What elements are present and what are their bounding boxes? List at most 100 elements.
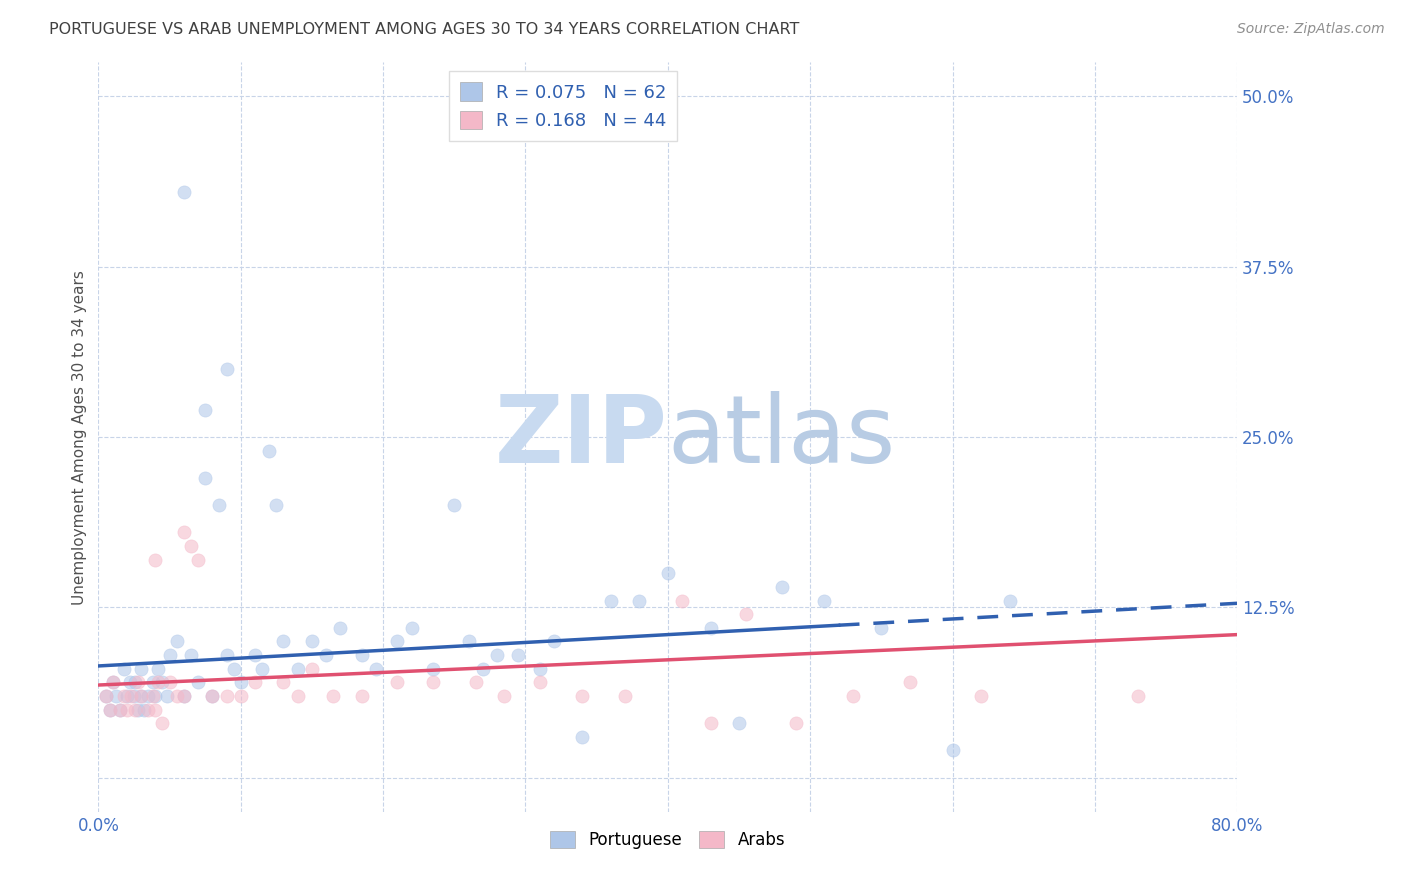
Point	[124, 702, 146, 716]
Point	[301, 634, 323, 648]
Point	[998, 593, 1021, 607]
Point	[132, 702, 155, 716]
Point	[571, 689, 593, 703]
Y-axis label: Unemployment Among Ages 30 to 34 years: Unemployment Among Ages 30 to 34 years	[72, 269, 87, 605]
Point	[145, 689, 167, 703]
Point	[870, 621, 893, 635]
Point	[127, 675, 149, 690]
Point	[159, 675, 181, 690]
Point	[287, 689, 309, 703]
Point	[173, 689, 195, 703]
Point	[243, 648, 266, 662]
Point	[166, 634, 188, 648]
Point	[115, 702, 138, 716]
Point	[148, 662, 170, 676]
Point	[322, 689, 344, 703]
Point	[364, 662, 387, 676]
Point	[180, 539, 202, 553]
Point	[735, 607, 758, 622]
Point	[173, 689, 195, 703]
Point	[108, 702, 131, 716]
Point	[129, 662, 152, 676]
Point	[141, 689, 163, 703]
Point	[208, 498, 231, 512]
Point	[422, 662, 444, 676]
Point	[486, 648, 509, 662]
Point	[273, 675, 295, 690]
Point	[94, 689, 117, 703]
Point	[104, 689, 127, 703]
Point	[243, 675, 266, 690]
Point	[543, 634, 565, 648]
Point	[494, 689, 516, 703]
Point	[699, 716, 721, 731]
Point	[112, 662, 135, 676]
Point	[422, 675, 444, 690]
Point	[141, 675, 163, 690]
Point	[159, 648, 181, 662]
Point	[785, 716, 807, 731]
Point	[180, 648, 202, 662]
Text: PORTUGUESE VS ARAB UNEMPLOYMENT AMONG AGES 30 TO 34 YEARS CORRELATION CHART: PORTUGUESE VS ARAB UNEMPLOYMENT AMONG AG…	[49, 22, 800, 37]
Point	[813, 593, 835, 607]
Point	[464, 675, 486, 690]
Point	[145, 552, 167, 566]
Point	[315, 648, 337, 662]
Point	[728, 716, 751, 731]
Point	[350, 689, 373, 703]
Point	[600, 593, 623, 607]
Point	[614, 689, 637, 703]
Point	[129, 689, 152, 703]
Point	[273, 634, 295, 648]
Point	[122, 689, 145, 703]
Point	[301, 662, 323, 676]
Point	[671, 593, 693, 607]
Point	[136, 702, 159, 716]
Point	[571, 730, 593, 744]
Point	[842, 689, 865, 703]
Point	[187, 675, 209, 690]
Point	[152, 716, 174, 731]
Point	[101, 675, 124, 690]
Point	[266, 498, 288, 512]
Point	[156, 689, 179, 703]
Point	[148, 675, 170, 690]
Point	[350, 648, 373, 662]
Point	[529, 675, 551, 690]
Point	[229, 689, 252, 703]
Point	[229, 675, 252, 690]
Point	[98, 702, 121, 716]
Point	[120, 689, 142, 703]
Point	[222, 662, 245, 676]
Point	[201, 689, 224, 703]
Point	[215, 362, 238, 376]
Point	[201, 689, 224, 703]
Point	[215, 648, 238, 662]
Text: atlas: atlas	[668, 391, 896, 483]
Point	[152, 675, 174, 690]
Point	[250, 662, 273, 676]
Point	[443, 498, 465, 512]
Point	[129, 689, 152, 703]
Point	[187, 552, 209, 566]
Point	[112, 689, 135, 703]
Point	[770, 580, 793, 594]
Point	[215, 689, 238, 703]
Point	[457, 634, 479, 648]
Point	[657, 566, 679, 581]
Point	[387, 675, 409, 690]
Point	[173, 185, 195, 199]
Legend: Portuguese, Arabs: Portuguese, Arabs	[544, 824, 792, 855]
Point	[94, 689, 117, 703]
Point	[127, 702, 149, 716]
Point	[508, 648, 530, 662]
Point	[401, 621, 423, 635]
Point	[387, 634, 409, 648]
Point	[101, 675, 124, 690]
Point	[136, 689, 159, 703]
Point	[942, 743, 965, 757]
Point	[166, 689, 188, 703]
Point	[699, 621, 721, 635]
Point	[194, 402, 217, 417]
Point	[259, 443, 281, 458]
